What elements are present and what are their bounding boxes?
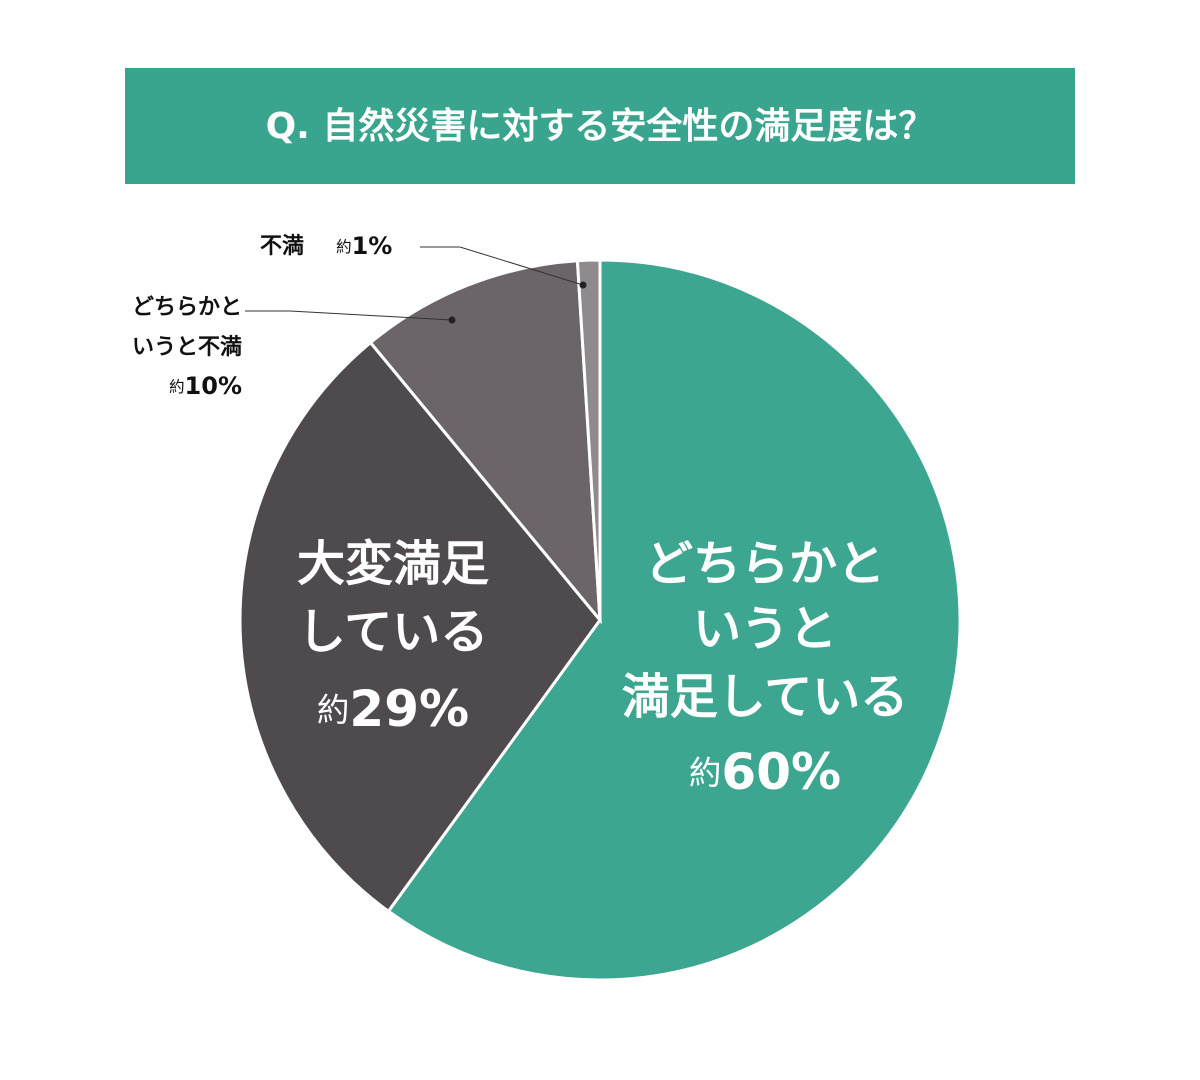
slice-label-line: している — [298, 604, 489, 660]
slice-label: どちらかというと不満 — [132, 295, 242, 360]
value-label-prefix: 約 — [169, 378, 185, 396]
value-label-number: 1% — [352, 232, 393, 260]
value-label: 約29% — [317, 680, 469, 738]
leader-dot — [579, 281, 587, 289]
slice-label: 大変満足している — [297, 536, 489, 660]
pie-slice — [368, 259, 602, 625]
value-label-number: 60% — [721, 743, 841, 801]
leader-line — [420, 246, 584, 286]
value-label: 約10% — [169, 372, 242, 400]
chart-title: Q. 自然災害に対する安全性の満足度は？ — [266, 105, 935, 147]
value-label-prefix: 約 — [336, 238, 352, 256]
slice-label-line: どちらかと — [645, 536, 885, 592]
leader-dot — [448, 316, 456, 324]
pie-slice — [386, 258, 962, 982]
slice-label-line: 不満 — [260, 233, 304, 259]
value-label-prefix: 約 — [689, 754, 722, 792]
value-label-prefix: 約 — [317, 691, 350, 729]
slice-label-line: いうと — [693, 601, 837, 657]
title-box — [125, 68, 1075, 184]
leader-line — [245, 310, 453, 321]
value-label: 約60% — [689, 743, 841, 801]
slice-label-line: どちらかと — [132, 295, 242, 320]
slice-label: 不満 — [260, 233, 304, 259]
slice-label-line: 満足している — [622, 669, 909, 725]
slice-label: どちらかというと満足している — [622, 536, 909, 725]
value-label-number: 29% — [349, 680, 469, 738]
value-label: 約1% — [336, 232, 392, 260]
pie-slice — [575, 258, 602, 621]
pie-slice — [238, 340, 602, 914]
slice-label-line: いうと不満 — [132, 334, 242, 360]
slice-label-line: 大変満足 — [297, 536, 489, 592]
value-label-number: 10% — [185, 372, 242, 400]
